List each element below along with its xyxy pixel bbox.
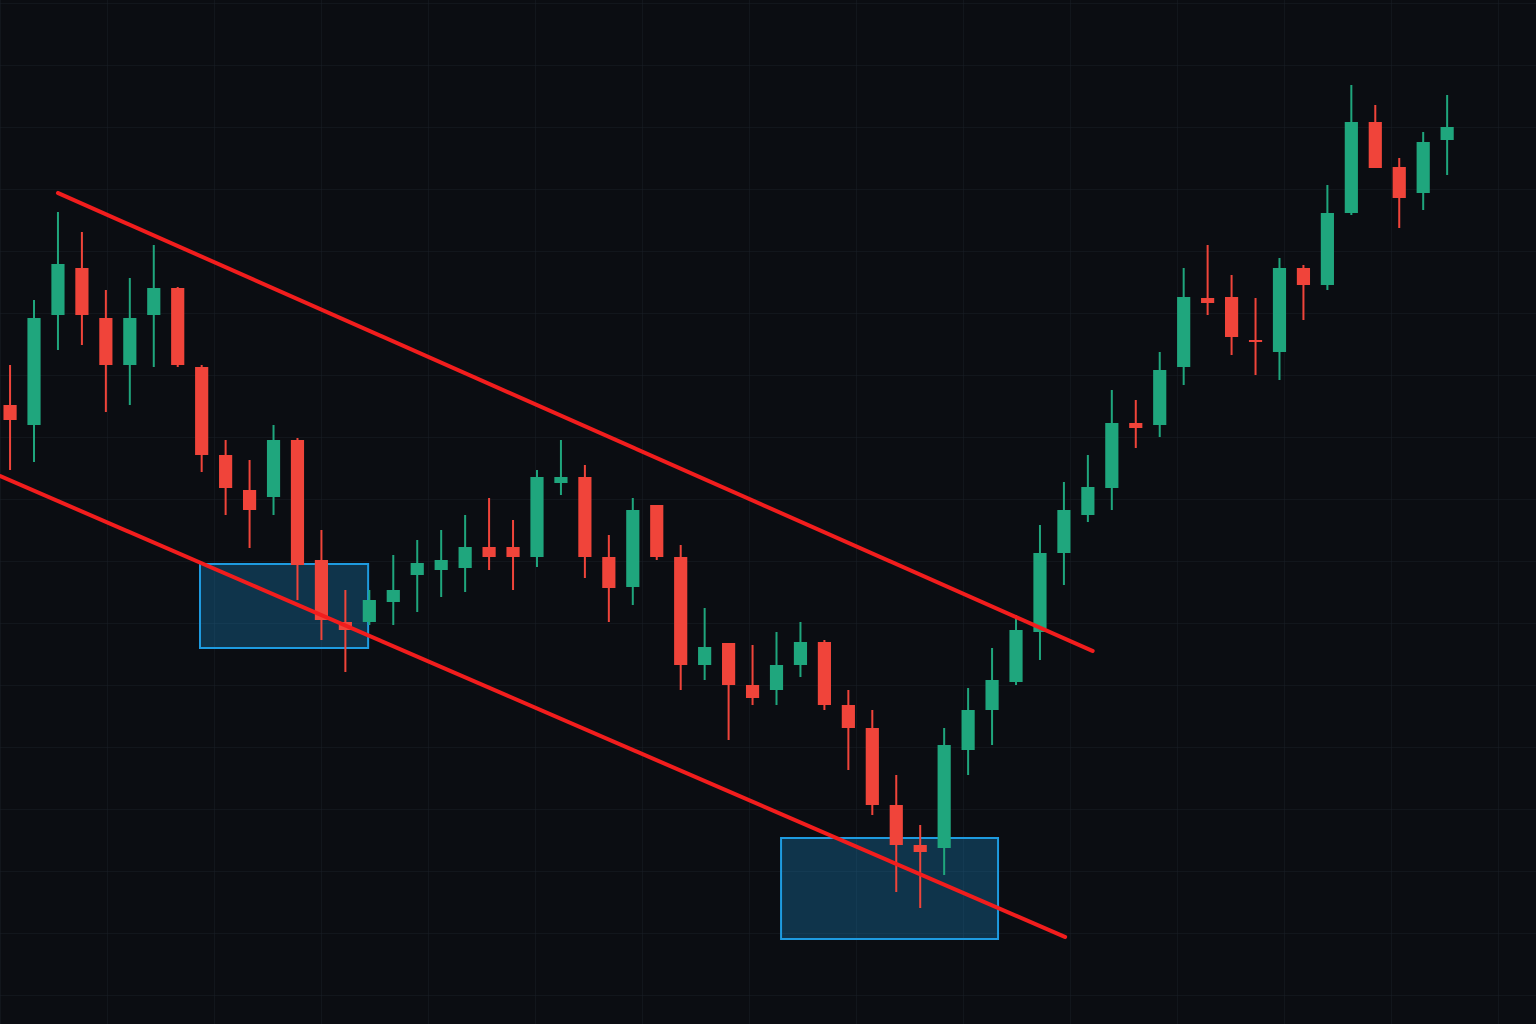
candle-body: [1344, 122, 1358, 213]
candle-body: [722, 643, 736, 685]
candle-body: [865, 728, 879, 805]
candle-body: [698, 647, 712, 665]
trend-line: [0, 474, 1068, 939]
candle-body: [410, 563, 424, 575]
candle-body: [1368, 122, 1382, 168]
candle-body: [1105, 423, 1119, 488]
candle-body: [75, 268, 89, 315]
candle-body: [506, 547, 520, 557]
candle-body: [674, 557, 688, 665]
candle-body: [386, 590, 400, 602]
candle-body: [1081, 487, 1095, 515]
candle-body: [626, 510, 640, 587]
candle-body: [554, 477, 568, 483]
candle-body: [314, 560, 329, 620]
candle-body: [1440, 127, 1454, 140]
candle-body: [985, 680, 999, 710]
candle-body: [123, 318, 137, 365]
candle-body: [1033, 553, 1047, 632]
candle-body: [458, 547, 472, 568]
candle-body: [889, 805, 903, 845]
candle-body: [434, 560, 448, 570]
candle-body: [1320, 213, 1334, 285]
candle-body: [650, 505, 664, 557]
candle-body: [578, 477, 592, 557]
trend-line: [55, 191, 1095, 653]
candle-body: [1153, 370, 1167, 425]
candle-body: [3, 405, 17, 420]
candle-body: [841, 705, 855, 728]
candle-body: [530, 477, 544, 557]
candle-body: [1248, 340, 1263, 342]
candle-body: [171, 288, 185, 365]
candle-body: [1129, 423, 1143, 428]
candle-body: [147, 288, 161, 315]
zone-box: [198, 563, 370, 649]
candle-body: [482, 547, 496, 557]
candle-body: [1177, 297, 1191, 367]
candle-body: [1272, 268, 1287, 352]
candle-body: [1057, 510, 1071, 553]
candle-body: [961, 710, 975, 750]
candle-body: [769, 665, 784, 690]
candle-body: [27, 318, 41, 425]
candle-body: [219, 455, 233, 488]
candle-body: [1416, 142, 1430, 193]
candle-body: [1296, 268, 1311, 285]
candle-body: [913, 845, 927, 852]
candle-body: [793, 642, 808, 665]
candle-body: [266, 440, 281, 497]
candle-body: [1224, 297, 1239, 337]
candle-body: [195, 367, 209, 455]
candle-body: [937, 745, 951, 848]
candle-body: [290, 440, 305, 565]
zone-box: [780, 837, 1000, 940]
candle-body: [1009, 630, 1023, 682]
candle-body: [817, 642, 831, 705]
candle-body: [51, 264, 65, 315]
candle-body: [1201, 298, 1215, 303]
candle-body: [99, 318, 113, 365]
candle-body: [1392, 167, 1406, 198]
candle-body: [602, 557, 616, 588]
candle-body: [745, 685, 760, 698]
candle-body: [362, 600, 376, 622]
candle-body: [242, 490, 257, 510]
